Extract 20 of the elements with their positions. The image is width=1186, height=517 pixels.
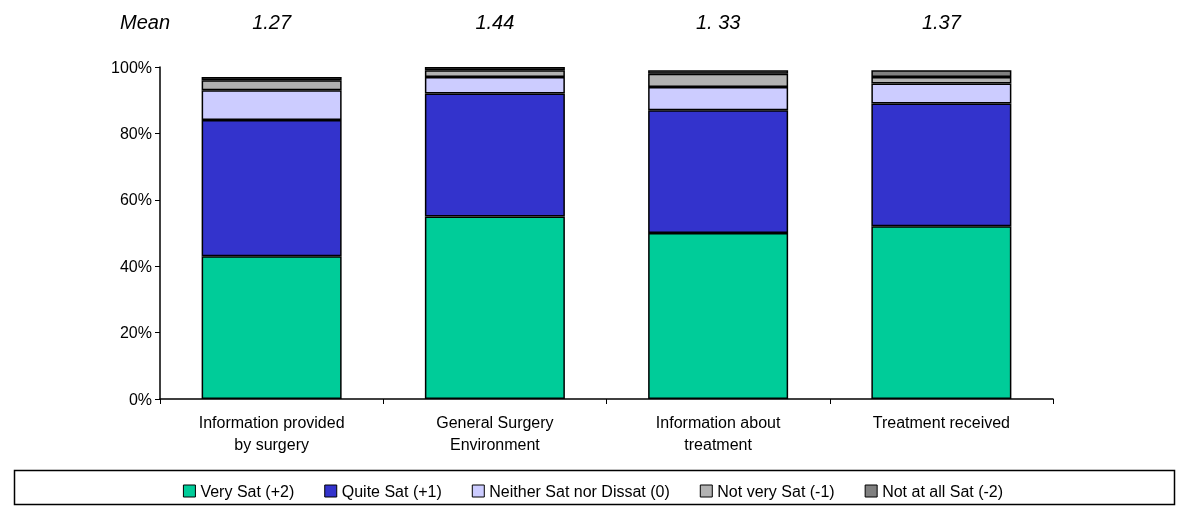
y-tick-label: 80% — [119, 124, 152, 142]
y-tick-label: 0% — [128, 390, 152, 408]
legend-label: Quite Sat (+1) — [341, 482, 442, 500]
x-tick-label: General Surgery Environment — [436, 413, 554, 453]
legend-label: Very Sat (+2) — [200, 482, 295, 500]
text: 1.44 — [475, 11, 515, 33]
legend-label: Not at all Sat (-2) — [882, 482, 1004, 500]
x-tick-label: Treatment received — [872, 413, 1010, 431]
text: 1.37 — [921, 11, 962, 33]
y-tick-label: 20% — [119, 324, 152, 342]
y-tick-label: 40% — [119, 257, 152, 275]
text: Mean — [120, 11, 171, 33]
text: 1.27 — [252, 11, 292, 33]
legend-label: Not very Sat (-1) — [717, 482, 835, 500]
legend-label: Neither Sat nor Dissat (0) — [489, 482, 670, 500]
y-tick-label: 60% — [119, 191, 152, 209]
x-tick-label: Information provided by surgery — [198, 413, 345, 453]
text: 1. 33 — [695, 11, 741, 33]
y-tick-label: 100% — [111, 58, 152, 76]
x-tick-label: Information about treatment — [655, 413, 781, 453]
